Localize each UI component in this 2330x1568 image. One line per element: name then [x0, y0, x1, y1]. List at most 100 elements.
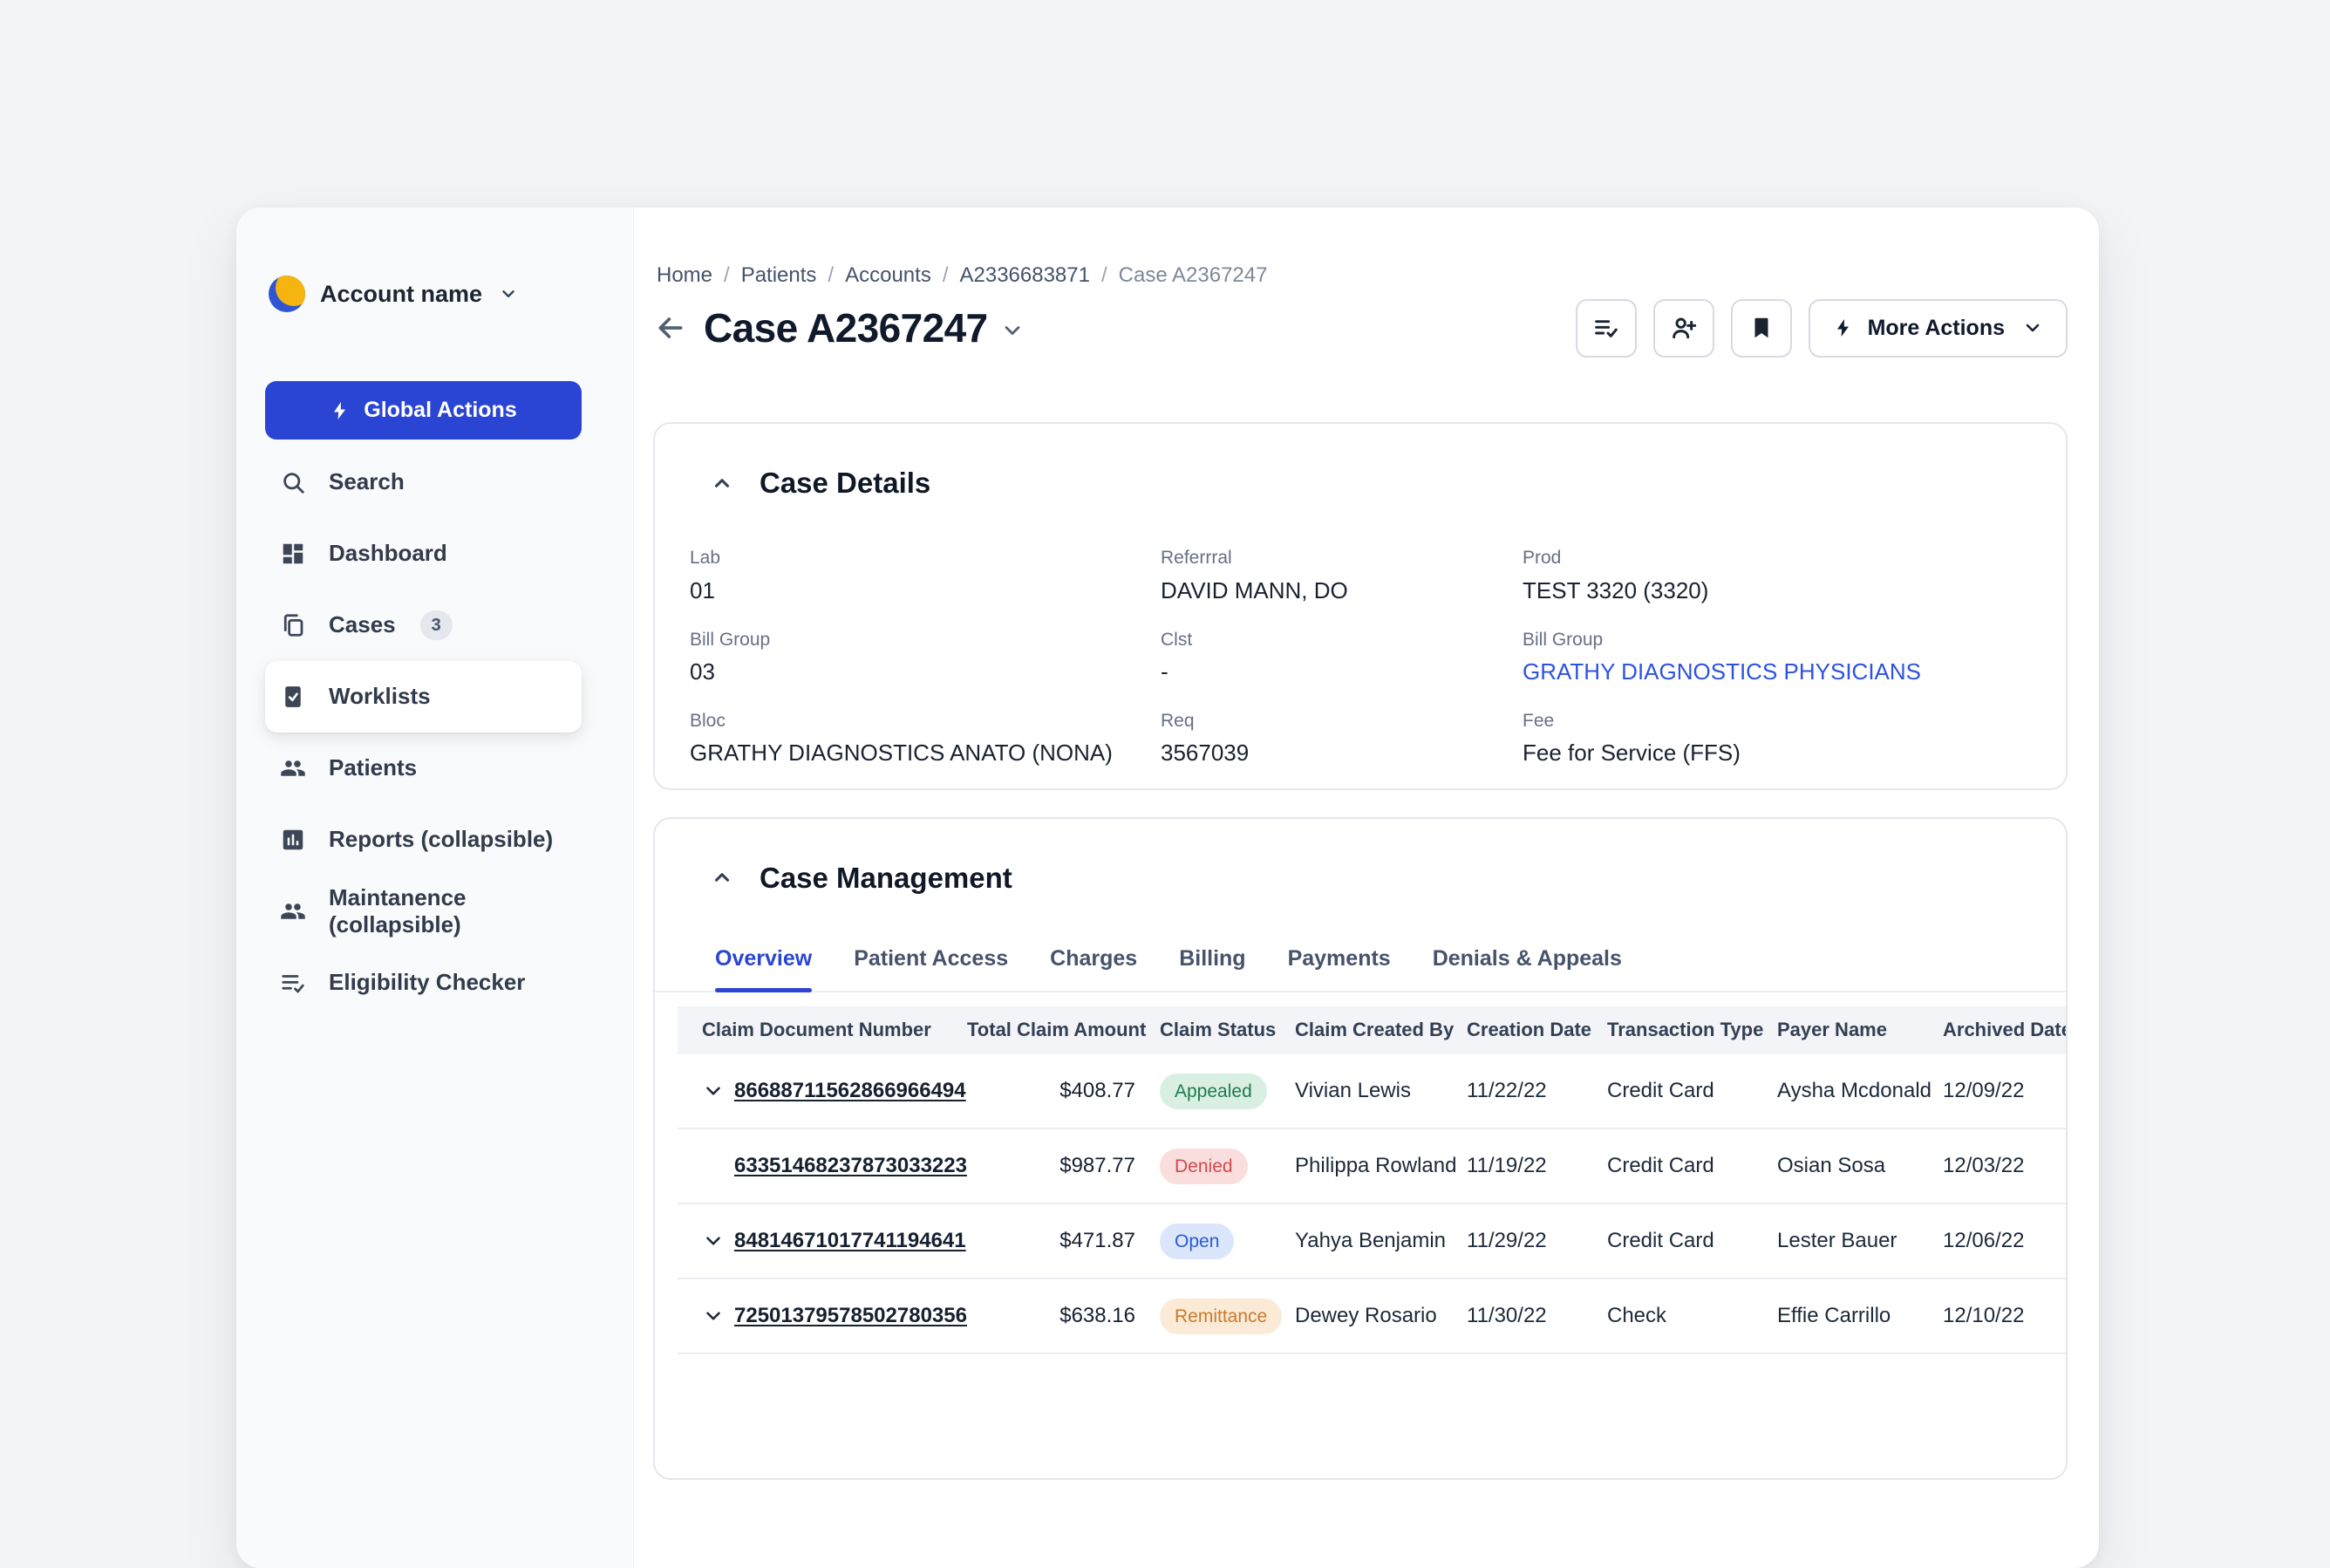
total-claim-amount: $638.16 — [967, 1304, 1160, 1329]
sidebar-item-worklists[interactable]: Worklists — [265, 661, 582, 733]
chevron-down-icon — [499, 284, 518, 303]
sidebar-item-label: Cases — [329, 611, 396, 638]
global-actions-label: Global Actions — [364, 398, 516, 423]
case-details-card: Case Details Lab 01 Referrral DAVID MANN… — [653, 422, 2068, 790]
case-management-card: Case Management Overview Patient Access … — [653, 817, 2068, 1480]
field-label: Bill Group — [690, 629, 1161, 651]
title-chevron-down-icon[interactable] — [1000, 318, 1025, 343]
eligibility-checker-icon — [280, 970, 306, 996]
table-row: 86688711562866966494 $408.77 Appealed Vi… — [678, 1054, 2066, 1129]
breadcrumb: Home / Patients / Accounts / A2336683871… — [653, 263, 2068, 289]
back-button[interactable] — [653, 309, 692, 347]
more-actions-label: More Actions — [1868, 316, 2005, 341]
collapse-chevron-up-icon[interactable] — [711, 472, 733, 494]
doc-number-cell: 84814671017741194641 — [702, 1229, 967, 1254]
archived-date: 12/06/22 — [1943, 1229, 2066, 1254]
breadcrumb-home[interactable]: Home — [657, 263, 712, 289]
field-referral: Referrral DAVID MANN, DO — [1161, 547, 1523, 603]
case-details-title: Case Details — [760, 466, 930, 501]
transaction-type: Credit Card — [1607, 1229, 1777, 1254]
field-label: Referrral — [1161, 547, 1523, 569]
bill-group-link[interactable]: GRATHY DIAGNOSTICS PHYSICIANS — [1523, 658, 2033, 685]
tab-charges[interactable]: Charges — [1050, 945, 1137, 991]
breadcrumb-accounts[interactable]: Accounts — [845, 263, 931, 289]
claim-created-by: Vivian Lewis — [1295, 1079, 1467, 1104]
column-header: Creation Date — [1467, 1019, 1607, 1041]
case-management-header: Case Management — [655, 861, 2066, 896]
sidebar-menu: Search Dashboard Cases 3 Worklists — [265, 447, 582, 1019]
column-header: Payer Name — [1777, 1019, 1943, 1041]
field-value: GRATHY DIAGNOSTICS ANATO (NONA) — [690, 740, 1161, 767]
sidebar-item-cases[interactable]: Cases 3 — [265, 590, 582, 661]
field-bill-group-link: Bill Group GRATHY DIAGNOSTICS PHYSICIANS — [1523, 629, 2033, 685]
field-label: Fee — [1523, 710, 2033, 732]
expand-chevron-down-icon[interactable] — [702, 1305, 725, 1327]
patients-icon — [280, 755, 306, 781]
chevron-down-icon — [2022, 317, 2043, 338]
doc-number-cell: 72501379578502780356 — [702, 1304, 967, 1329]
expand-chevron-down-icon[interactable] — [702, 1080, 725, 1102]
lightning-icon — [330, 400, 351, 421]
account-switcher[interactable]: Account name — [265, 276, 582, 312]
sidebar-item-dashboard[interactable]: Dashboard — [265, 518, 582, 590]
more-actions-button[interactable]: More Actions — [1809, 299, 2068, 358]
total-claim-amount: $408.77 — [967, 1079, 1160, 1104]
tab-overview[interactable]: Overview — [715, 945, 812, 991]
app-window: Account name Global Actions Search — [236, 208, 2099, 1568]
transaction-type: Credit Card — [1607, 1154, 1777, 1179]
expand-chevron-down-icon[interactable] — [702, 1230, 725, 1252]
tab-payments[interactable]: Payments — [1288, 945, 1391, 991]
field-req: Req 3567039 — [1161, 710, 1523, 767]
archived-date: 12/03/22 — [1943, 1154, 2066, 1179]
case-details-grid: Lab 01 Referrral DAVID MANN, DO Prod TES… — [688, 547, 2033, 767]
breadcrumb-separator: / — [943, 263, 949, 289]
breadcrumb-patients[interactable]: Patients — [741, 263, 817, 289]
lightning-icon — [1833, 317, 1854, 338]
claim-created-by: Philippa Rowland — [1295, 1154, 1467, 1179]
claim-document-link[interactable]: 63351468237873033223 — [734, 1154, 967, 1179]
claim-document-link[interactable]: 86688711562866966494 — [734, 1079, 966, 1104]
field-value: 3567039 — [1161, 740, 1523, 767]
collapse-chevron-up-icon[interactable] — [711, 866, 733, 889]
bookmark-button[interactable] — [1731, 299, 1792, 358]
field-value: - — [1161, 658, 1523, 685]
transaction-type: Credit Card — [1607, 1079, 1777, 1104]
worklist-check-button[interactable] — [1576, 299, 1637, 358]
field-label: Req — [1161, 710, 1523, 732]
sidebar-item-maintenance[interactable]: Maintanence (collapsible) — [265, 876, 582, 947]
tab-denials-appeals[interactable]: Denials & Appeals — [1433, 945, 1622, 991]
sidebar-item-label: Maintanence (collapsible) — [329, 884, 582, 938]
sidebar-item-patients[interactable]: Patients — [265, 733, 582, 804]
breadcrumb-account-id[interactable]: A2336683871 — [959, 263, 1089, 289]
tab-billing[interactable]: Billing — [1179, 945, 1245, 991]
claim-document-link[interactable]: 72501379578502780356 — [734, 1304, 967, 1329]
person-add-icon — [1670, 314, 1698, 342]
column-header: Transaction Type — [1607, 1019, 1777, 1041]
payer-name: Osian Sosa — [1777, 1154, 1943, 1179]
column-header: Total Claim Amount — [967, 1019, 1160, 1041]
payer-name: Effie Carrillo — [1777, 1304, 1943, 1329]
field-label: Bloc — [690, 710, 1161, 732]
assign-user-button[interactable] — [1653, 299, 1714, 358]
sidebar-item-reports[interactable]: Reports (collapsible) — [265, 804, 582, 876]
sidebar-item-label: Dashboard — [329, 540, 447, 567]
page-header: Case A2367247 — [653, 299, 2068, 358]
breadcrumb-separator: / — [1101, 263, 1107, 289]
tab-patient-access[interactable]: Patient Access — [854, 945, 1008, 991]
global-actions-button[interactable]: Global Actions — [265, 381, 582, 440]
maintenance-icon — [280, 898, 306, 924]
page-title: Case A2367247 — [704, 304, 988, 352]
table-row: 63351468237873033223 $987.77 Denied Phil… — [678, 1129, 2066, 1204]
creation-date: 11/29/22 — [1467, 1229, 1607, 1254]
case-management-title: Case Management — [760, 861, 1012, 896]
claim-status-cell: Appealed — [1160, 1074, 1295, 1109]
doc-number-cell: 63351468237873033223 — [702, 1154, 967, 1179]
sidebar-item-eligibility-checker[interactable]: Eligibility Checker — [265, 947, 582, 1019]
field-value: 01 — [690, 577, 1161, 604]
claim-document-link[interactable]: 84814671017741194641 — [734, 1229, 966, 1254]
sidebar-item-search[interactable]: Search — [265, 447, 582, 518]
sidebar-item-label: Reports (collapsible) — [329, 826, 553, 853]
field-label: Clst — [1161, 629, 1523, 651]
total-claim-amount: $987.77 — [967, 1154, 1160, 1179]
reports-icon — [280, 827, 306, 853]
